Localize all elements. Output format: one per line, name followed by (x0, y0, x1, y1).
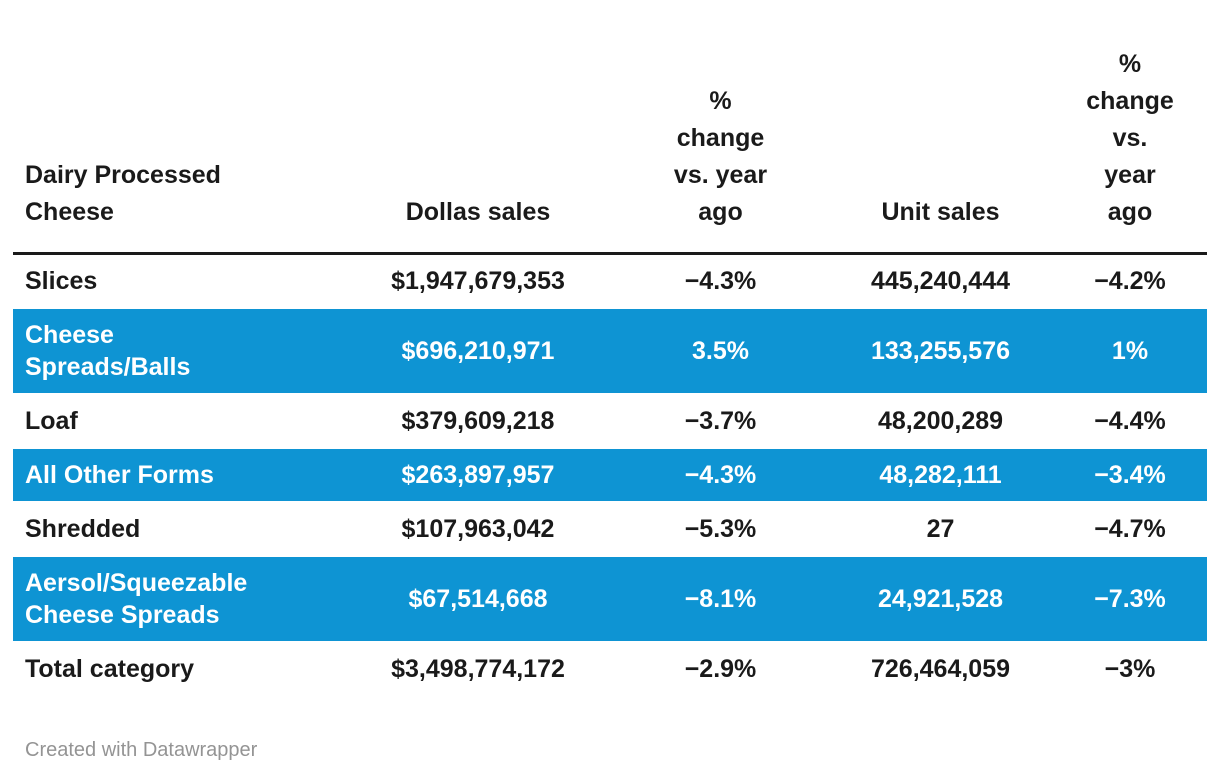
table-row-loaf: Loaf $379,609,218 −3.7% 48,200,289 −4.4% (13, 395, 1207, 447)
cell-category: All Other Forms (13, 447, 343, 503)
table-row-aersol-squeezable-cheese-spreads: Aersol/Squeezable Cheese Spreads $67,514… (13, 555, 1207, 643)
table-row-all-other-forms: All Other Forms $263,897,957 −4.3% 48,28… (13, 447, 1207, 503)
cell-unit-sales: 133,255,576 (828, 307, 1053, 395)
cell-unit-sales: 48,282,111 (828, 447, 1053, 503)
cell-category: Slices (13, 255, 343, 307)
cell-unit-pct-change: −3% (1053, 643, 1207, 695)
column-header-unit-sales: Unit sales (828, 0, 1053, 255)
column-header-dollar-sales: Dollas sales (343, 0, 613, 255)
cell-dollar-sales: $1,947,679,353 (343, 255, 613, 307)
cell-unit-pct-change: −3.4% (1053, 447, 1207, 503)
header-row: Dairy Processed Cheese Dollas sales % ch… (13, 0, 1207, 255)
cell-category: Total category (13, 643, 343, 695)
cell-unit-pct-change: 1% (1053, 307, 1207, 395)
cell-dollar-pct-change: −3.7% (613, 395, 828, 447)
cell-unit-pct-change: −4.7% (1053, 503, 1207, 555)
cell-dollar-sales: $67,514,668 (343, 555, 613, 643)
cell-dollar-sales: $107,963,042 (343, 503, 613, 555)
cell-unit-pct-change: −7.3% (1053, 555, 1207, 643)
table-row-cheese-spreads-balls: Cheese Spreads/Balls $696,210,971 3.5% 1… (13, 307, 1207, 395)
cell-category: Aersol/Squeezable Cheese Spreads (13, 555, 343, 643)
cell-dollar-sales: $3,498,774,172 (343, 643, 613, 695)
datawrapper-attribution-link[interactable]: Created with Datawrapper (25, 739, 258, 761)
cell-unit-pct-change: −4.4% (1053, 395, 1207, 447)
cell-unit-sales: 27 (828, 503, 1053, 555)
column-header-category: Dairy Processed Cheese (13, 0, 343, 255)
cell-category: Cheese Spreads/Balls (13, 307, 343, 395)
column-header-unit-pct-change: % change vs. year ago (1053, 0, 1207, 255)
table-row-slices: Slices $1,947,679,353 −4.3% 445,240,444 … (13, 255, 1207, 307)
chart-footer: Created with Datawrapper (13, 695, 1207, 762)
cell-dollar-pct-change: −8.1% (613, 555, 828, 643)
cell-category: Loaf (13, 395, 343, 447)
cell-unit-sales: 48,200,289 (828, 395, 1053, 447)
cell-dollar-pct-change: −5.3% (613, 503, 828, 555)
column-header-dollar-pct-change: % change vs. year ago (613, 0, 828, 255)
cell-dollar-sales: $379,609,218 (343, 395, 613, 447)
table-row-shredded: Shredded $107,963,042 −5.3% 27 −4.7% (13, 503, 1207, 555)
dairy-processed-cheese-table: Dairy Processed Cheese Dollas sales % ch… (13, 0, 1207, 695)
cell-category: Shredded (13, 503, 343, 555)
cell-dollar-pct-change: −4.3% (613, 447, 828, 503)
cell-unit-sales: 445,240,444 (828, 255, 1053, 307)
cell-dollar-pct-change: −2.9% (613, 643, 828, 695)
cell-dollar-sales: $696,210,971 (343, 307, 613, 395)
cell-dollar-sales: $263,897,957 (343, 447, 613, 503)
table-row-total-category: Total category $3,498,774,172 −2.9% 726,… (13, 643, 1207, 695)
cell-unit-pct-change: −4.2% (1053, 255, 1207, 307)
cell-dollar-pct-change: 3.5% (613, 307, 828, 395)
cell-unit-sales: 726,464,059 (828, 643, 1053, 695)
cell-unit-sales: 24,921,528 (828, 555, 1053, 643)
cell-dollar-pct-change: −4.3% (613, 255, 828, 307)
